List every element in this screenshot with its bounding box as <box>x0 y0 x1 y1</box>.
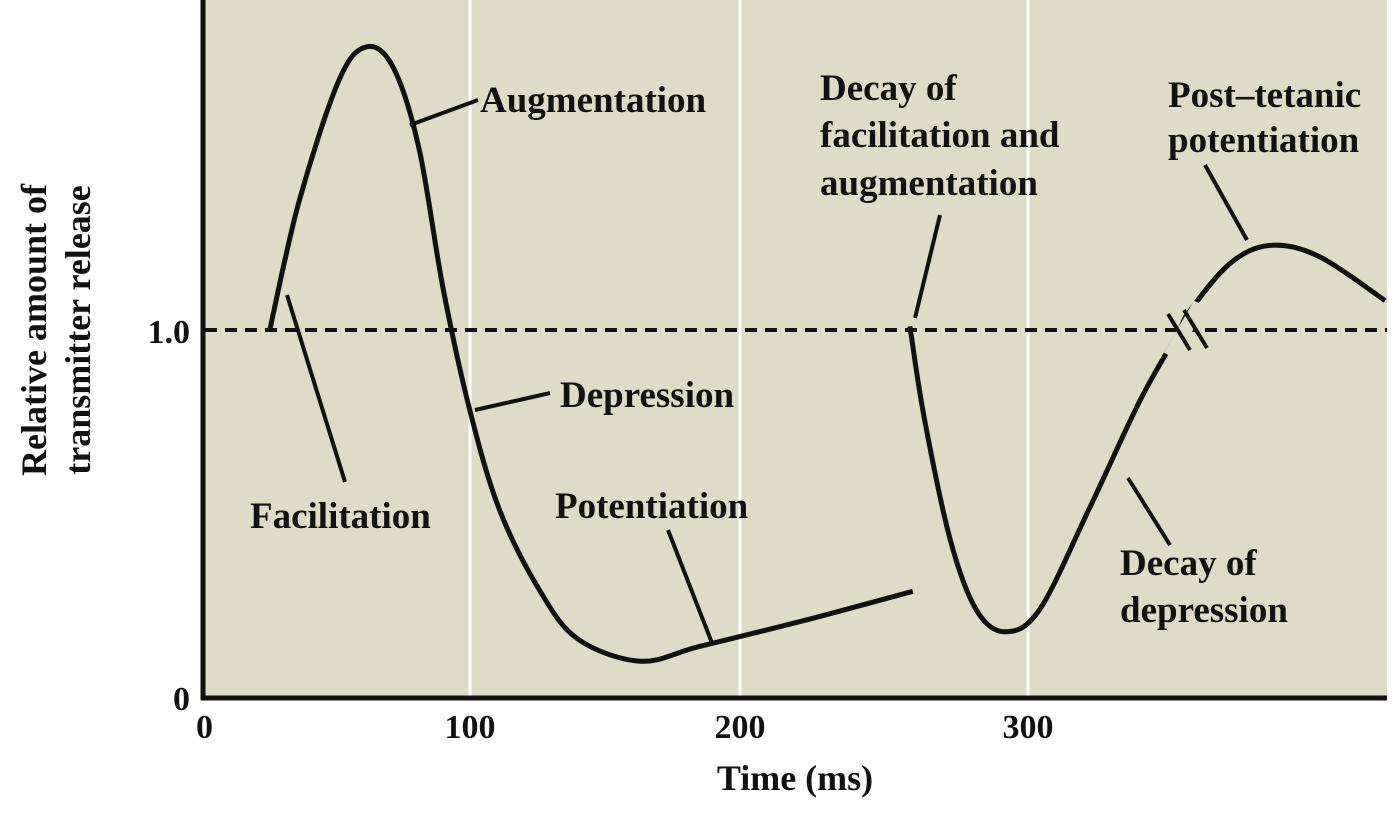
x-tick-label: 0 <box>196 709 213 746</box>
y-axis-label-line-2: transmitter release <box>58 185 98 475</box>
x-tick-label: 300 <box>1003 709 1054 746</box>
annotation-decay-fac-aug-3: augmentation <box>820 163 1038 204</box>
leader-augmentation <box>409 98 479 127</box>
x-axis-label: Time (ms) <box>717 758 873 798</box>
annotation-decay-depression-2: depression <box>1120 590 1288 631</box>
annotation-decay-fac-aug-1: Decay of <box>820 68 957 109</box>
annotation-leaders <box>285 98 1249 644</box>
series-line-segment-2 <box>907 242 1387 635</box>
leader-potentiation <box>666 529 714 644</box>
annotation-potentiation: Potentiation <box>555 486 749 527</box>
axis-break-mark <box>1163 300 1209 360</box>
annotation-decay-depression-1: Decay of <box>1120 543 1257 584</box>
x-tick-label: 100 <box>445 709 496 746</box>
leader-decay-fac-aug <box>913 214 942 319</box>
leader-facilitation <box>285 294 347 483</box>
y-tick-label: 0 <box>173 681 190 718</box>
series-line-segment-1 <box>267 43 914 664</box>
annotation-ptp-2: potentiation <box>1168 120 1360 161</box>
y-tick-label: 1.0 <box>148 314 191 351</box>
leader-decay-depression <box>1126 476 1172 547</box>
x-tick-label: 200 <box>715 709 766 746</box>
annotation-facilitation: Facilitation <box>250 496 431 537</box>
annotation-depression: Depression <box>560 375 734 416</box>
annotation-decay-fac-aug-2: facilitation and <box>820 115 1060 156</box>
leader-ptp <box>1203 164 1249 241</box>
leader-depression <box>474 391 551 412</box>
annotation-ptp-1: Post–tetanic <box>1168 75 1361 116</box>
annotation-augmentation: Augmentation <box>480 80 707 121</box>
y-axis-label-line-1: Relative amount of <box>14 183 54 476</box>
